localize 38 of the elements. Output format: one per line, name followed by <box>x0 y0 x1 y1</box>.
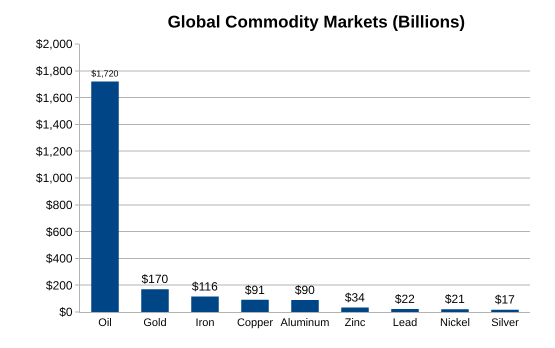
x-tick-label: Lead <box>392 317 418 330</box>
x-tick-label: Silver <box>491 317 520 330</box>
y-tick-label: $1,600 <box>36 90 73 105</box>
data-label: $170 <box>141 272 169 286</box>
x-tick-label: Oil <box>98 317 112 330</box>
y-tick-label: $0 <box>59 305 73 320</box>
x-tick-label: Zinc <box>344 317 366 330</box>
y-tick-label: $600 <box>46 224 73 239</box>
y-tick-label: $1,400 <box>36 118 73 132</box>
x-tick-label: Gold <box>143 317 167 330</box>
bar <box>441 309 469 312</box>
x-tick-label: Iron <box>196 317 214 330</box>
x-tick-label: Copper <box>236 317 274 330</box>
y-tick-label: $1,800 <box>36 64 73 78</box>
data-label: $91 <box>244 282 266 297</box>
y-tick-label: $1,200 <box>36 144 73 158</box>
data-label: $17 <box>494 292 516 307</box>
bar <box>191 296 219 312</box>
data-label: $116 <box>192 279 218 294</box>
y-tick-label: $400 <box>46 252 73 266</box>
bar <box>291 300 319 312</box>
data-label: $1,720 <box>91 68 119 78</box>
y-tick-label: $2,000 <box>36 37 73 52</box>
data-label: $21 <box>444 292 466 306</box>
data-label: $90 <box>294 282 316 297</box>
y-tick-label: $200 <box>46 278 73 292</box>
y-tick-label: $800 <box>46 198 73 212</box>
x-tick-label: Nickel <box>440 317 470 330</box>
bar <box>341 307 369 312</box>
bar <box>91 82 119 312</box>
y-tick-label: $1,000 <box>36 171 73 186</box>
data-label: $22 <box>394 292 416 306</box>
data-label: $34 <box>344 290 366 304</box>
chart-title: Global Commodity Markets (Billions) <box>168 12 466 32</box>
bar <box>391 309 419 312</box>
bar <box>241 300 269 312</box>
x-tick-label: Aluminum <box>280 317 330 330</box>
bar <box>141 289 169 312</box>
